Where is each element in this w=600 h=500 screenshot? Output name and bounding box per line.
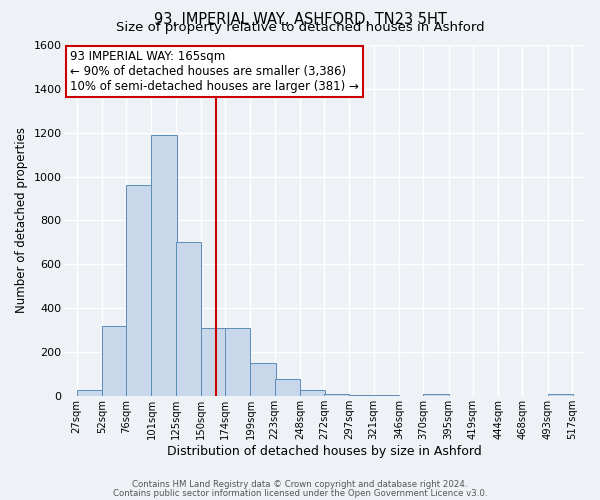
Bar [324,394,349,396]
Text: 93, IMPERIAL WAY, ASHFORD, TN23 5HT: 93, IMPERIAL WAY, ASHFORD, TN23 5HT [154,12,446,26]
Text: Size of property relative to detached houses in Ashford: Size of property relative to detached ho… [116,22,484,35]
Bar [77,390,102,396]
Y-axis label: Number of detached properties: Number of detached properties [15,128,28,314]
Text: 93 IMPERIAL WAY: 165sqm
← 90% of detached houses are smaller (3,386)
10% of semi: 93 IMPERIAL WAY: 165sqm ← 90% of detache… [70,50,359,94]
Bar [126,186,151,396]
Text: Contains HM Land Registry data © Crown copyright and database right 2024.: Contains HM Land Registry data © Crown c… [132,480,468,489]
X-axis label: Distribution of detached houses by size in Ashford: Distribution of detached houses by size … [167,444,482,458]
Bar [548,394,573,396]
Bar [300,390,325,396]
Bar [176,242,201,396]
Bar [201,328,226,396]
Bar [423,394,449,396]
Bar [151,135,176,396]
Bar [250,363,276,396]
Bar [349,394,375,396]
Bar [102,326,127,396]
Bar [374,394,399,396]
Bar [225,328,250,396]
Text: Contains public sector information licensed under the Open Government Licence v3: Contains public sector information licen… [113,488,487,498]
Bar [275,380,300,396]
